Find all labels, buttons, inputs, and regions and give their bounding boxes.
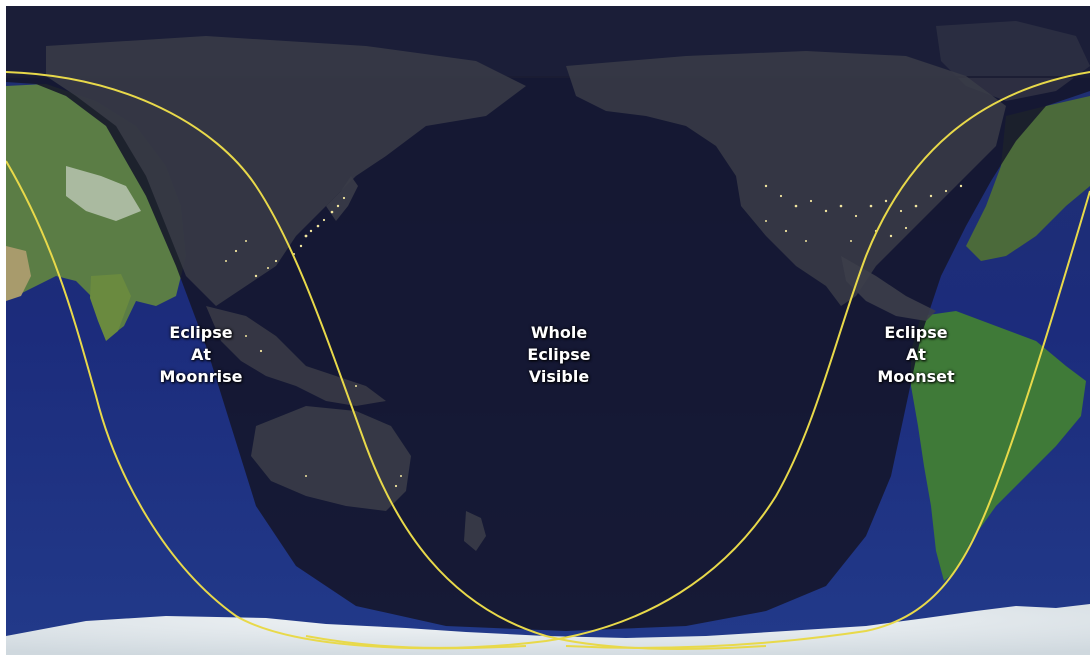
moonrise-label-line2: At <box>190 345 212 364</box>
north-america-east <box>966 96 1090 261</box>
siberia-night-land <box>46 36 526 306</box>
mexico-central-america-night <box>841 256 936 321</box>
moonrise-label-line3: Moonrise <box>159 367 243 386</box>
new-zealand-night-land <box>464 511 486 551</box>
moonrise-label-line1: Eclipse <box>169 323 233 342</box>
moonset-label-line1: Eclipse <box>884 323 948 342</box>
whole-label-line2: Eclipse <box>527 345 591 364</box>
world-map <box>6 6 1090 655</box>
eclipse-boundaries <box>6 71 1090 650</box>
moonset-label-line3: Moonset <box>877 367 955 386</box>
city-lights <box>225 184 963 488</box>
label-eclipse-at-moonset: Eclipse At Moonset <box>846 322 986 388</box>
alaska-canada-night-land <box>566 51 1006 306</box>
australia-night-land <box>251 406 411 511</box>
india-landmass <box>90 274 131 341</box>
japan-night-land <box>326 176 358 221</box>
moonrise-begin-curve <box>6 160 527 650</box>
antarctica-ice <box>6 604 1090 655</box>
south-america-landmass <box>911 311 1086 581</box>
eclipse-visibility-map: Eclipse At Moonrise Whole Eclipse Visibl… <box>6 6 1090 655</box>
southeast-asia-night <box>206 306 386 406</box>
arabia-landmass <box>6 246 31 301</box>
moonset-label-line2: At <box>905 345 927 364</box>
moonset-end-curve <box>565 190 1090 649</box>
whole-label-line3: Visible <box>528 367 590 386</box>
whole-label-line1: Whole <box>530 323 588 342</box>
moonset-begin-curve <box>305 71 1090 649</box>
label-whole-eclipse-visible: Whole Eclipse Visible <box>489 322 629 388</box>
himalaya-snow <box>66 166 141 221</box>
label-eclipse-at-moonrise: Eclipse At Moonrise <box>131 322 271 388</box>
moonrise-end-curve <box>6 71 767 650</box>
